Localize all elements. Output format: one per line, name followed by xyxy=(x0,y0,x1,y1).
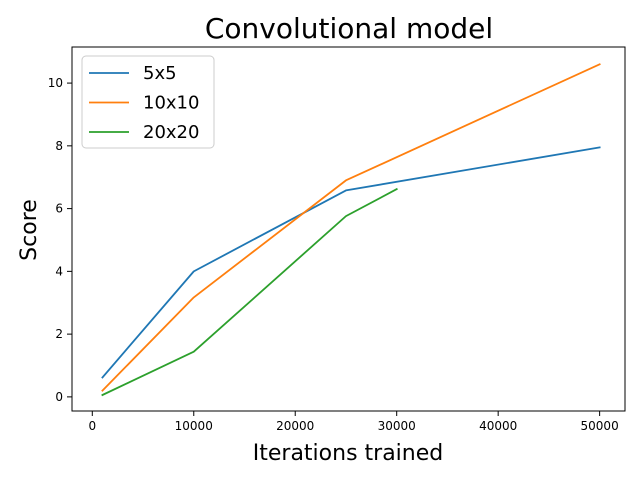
x-tick-label: 10000 xyxy=(175,419,213,433)
legend-entry-5x5: 5x5 xyxy=(143,63,177,84)
y-tick-label: 8 xyxy=(55,139,63,153)
y-tick-label: 10 xyxy=(48,76,63,90)
y-tick-label: 0 xyxy=(55,390,63,404)
plot-frame xyxy=(71,46,626,412)
y-axis-label: Score xyxy=(17,199,42,261)
y-tick-label: 2 xyxy=(55,327,63,341)
y-tick-label: 4 xyxy=(55,264,63,278)
y-axis: 0 2 4 6 8 10 xyxy=(48,76,72,404)
x-axis-label: Iterations trained xyxy=(253,441,443,466)
y-tick-label: 6 xyxy=(55,202,63,216)
legend-entry-20x20: 20x20 xyxy=(143,122,199,143)
series-line-20x20 xyxy=(101,187,398,397)
x-tick-label: 40000 xyxy=(479,419,517,433)
series-line-5x5 xyxy=(101,146,601,379)
x-tick-label: 20000 xyxy=(276,419,314,433)
legend-entry-10x10: 10x10 xyxy=(143,93,199,114)
plot-lines xyxy=(101,63,601,397)
x-tick-label: 0 xyxy=(88,419,96,433)
x-tick-label: 50000 xyxy=(581,419,619,433)
x-axis: 0 10000 20000 30000 40000 50000 xyxy=(88,411,619,433)
legend-box xyxy=(81,55,215,149)
x-tick-label: 30000 xyxy=(378,419,416,433)
chart-title: Convolutional model xyxy=(205,12,493,45)
legend: 5x5 10x10 20x20 xyxy=(81,55,215,149)
series-line-10x10 xyxy=(101,63,601,392)
